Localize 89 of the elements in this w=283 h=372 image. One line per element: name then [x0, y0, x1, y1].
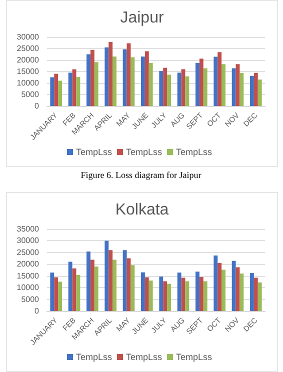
bar: [167, 284, 171, 311]
bar: [54, 74, 58, 106]
bar: [141, 56, 145, 106]
bar: [185, 281, 190, 311]
y-tick-label: 20000: [16, 56, 40, 64]
bar: [254, 72, 258, 106]
bar: [122, 250, 127, 311]
bar: [163, 68, 168, 106]
bar: [108, 250, 113, 311]
bar: [159, 71, 164, 106]
bar: [214, 56, 218, 106]
bar: [76, 77, 80, 106]
bar: [199, 277, 204, 311]
bar: [141, 272, 145, 311]
bar: [122, 49, 127, 106]
y-tick-label: 25000: [16, 248, 40, 257]
y-tick-label: 10000: [16, 283, 40, 292]
y-tick-label: 0: [34, 306, 40, 316]
bar: [90, 50, 94, 106]
bar: [196, 62, 200, 106]
bar: [68, 72, 72, 106]
y-tick-label: 20000: [16, 260, 40, 269]
y-tick-label: 35000: [16, 224, 40, 234]
bar: [177, 272, 182, 311]
bar: [181, 278, 186, 311]
y-tick-label: 5000: [21, 90, 40, 99]
bar: [159, 276, 164, 311]
bar: [86, 54, 90, 106]
bar: [50, 272, 54, 311]
bar: [68, 262, 72, 311]
bar: [185, 76, 190, 106]
bar: [112, 260, 116, 311]
bar: [50, 77, 54, 106]
bar: [148, 62, 153, 106]
y-tick-label: 30000: [16, 236, 40, 246]
y-tick-label: 25000: [16, 44, 40, 53]
bar: [254, 278, 258, 311]
y-tick-label: 0: [34, 102, 40, 110]
y-tick-label: 15000: [16, 67, 40, 76]
bar: [130, 265, 135, 311]
bar: [222, 64, 226, 106]
legend-label: TempLss: [126, 147, 163, 157]
bar: [148, 280, 153, 311]
caption: Figure 6. Loss diagram for Jaipur: [80, 170, 202, 180]
bar: [108, 42, 113, 106]
bar: [86, 251, 90, 311]
legend-label: TempLss: [176, 147, 213, 157]
bar: [167, 74, 171, 106]
bar: [250, 273, 254, 311]
bar: [58, 80, 62, 106]
bar: [94, 62, 98, 106]
bar: [232, 68, 236, 106]
legend-label: TempLss: [76, 352, 113, 362]
legend-label: TempLss: [76, 147, 113, 157]
bar: [196, 272, 200, 311]
bar: [218, 52, 222, 106]
bar: [94, 266, 98, 311]
legend-label: TempLss: [176, 352, 213, 362]
bar: [203, 68, 208, 106]
bar: [163, 281, 168, 311]
y-tick-label: 10000: [16, 78, 40, 88]
bar: [240, 72, 244, 106]
bar: [90, 260, 94, 311]
bar: [54, 277, 58, 311]
y-tick-label: 30000: [16, 32, 40, 42]
y-tick-label: 5000: [21, 294, 40, 304]
chart-title: Kolkata: [115, 202, 169, 218]
bar: [144, 51, 149, 106]
bar: [144, 277, 149, 311]
bar: [218, 262, 222, 311]
bar: [222, 270, 226, 311]
bar: [130, 57, 135, 106]
bar: [240, 274, 244, 311]
bar: [58, 282, 62, 311]
bar: [199, 58, 204, 106]
legend-label: TempLss: [126, 352, 163, 362]
chart-title: Jaipur: [120, 10, 164, 26]
bar: [104, 240, 109, 311]
y-tick-label: 15000: [16, 271, 40, 280]
bar: [250, 76, 254, 106]
bar: [232, 260, 236, 311]
bar: [258, 282, 262, 311]
bar: [112, 56, 116, 106]
bar: [214, 255, 218, 311]
bar: [177, 72, 182, 106]
bar: [104, 47, 109, 106]
bar: [258, 80, 262, 106]
bar: [76, 274, 80, 311]
bar: [203, 281, 208, 311]
